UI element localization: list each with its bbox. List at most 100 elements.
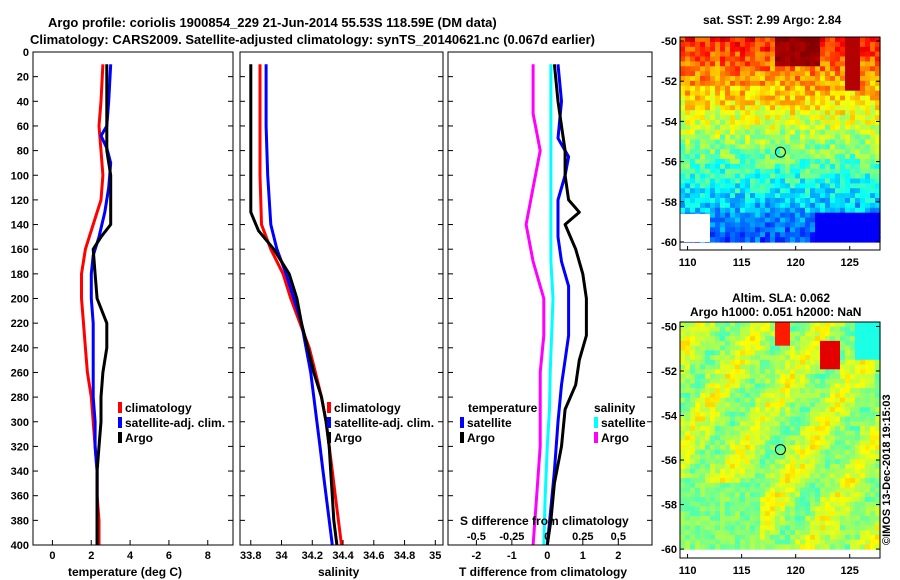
map-cell — [800, 346, 806, 351]
map-cell — [820, 360, 826, 365]
legend-label-t-satellite: satellite — [467, 416, 512, 430]
map-cell — [740, 535, 746, 540]
map-cell — [775, 511, 781, 516]
map-cell — [745, 521, 751, 526]
map-cell — [870, 488, 876, 493]
map-cell — [790, 52, 796, 58]
map-cell — [745, 57, 751, 63]
map-cell — [825, 232, 831, 238]
map-cell — [760, 100, 766, 106]
map-cell — [730, 130, 736, 136]
map-cell — [735, 222, 741, 228]
map-cell — [725, 350, 731, 355]
map-cell — [775, 350, 781, 355]
map-cell — [765, 417, 771, 422]
map-cell — [730, 402, 736, 407]
map-cell — [830, 511, 836, 516]
map-cell — [735, 174, 741, 180]
map-cell — [705, 530, 711, 535]
map-cell — [790, 47, 796, 53]
map-cell — [760, 76, 766, 82]
map-cell — [860, 417, 866, 422]
map-cell — [770, 455, 776, 460]
map-cell — [785, 544, 791, 549]
map-cell — [740, 365, 746, 370]
map-cell — [825, 149, 831, 155]
map-cell — [695, 164, 701, 170]
map-cell — [685, 483, 691, 488]
map-cell — [850, 61, 856, 67]
map-cell — [705, 37, 711, 43]
map-cell — [740, 540, 746, 545]
map-cell — [710, 398, 716, 403]
map-cell — [720, 355, 726, 360]
map-cell — [855, 511, 861, 516]
map-cell — [715, 42, 721, 48]
map-cell — [860, 497, 866, 502]
map-cell — [720, 402, 726, 407]
map-cell — [775, 497, 781, 502]
map-cell — [860, 350, 866, 355]
map-cell — [705, 483, 711, 488]
map-cell — [770, 81, 776, 87]
map-cell — [730, 66, 736, 72]
map-cell — [830, 52, 836, 58]
map-cell — [790, 417, 796, 422]
map-cell — [835, 525, 841, 530]
map-cell — [820, 66, 826, 72]
map-cell — [745, 402, 751, 407]
map-cell — [820, 365, 826, 370]
depth-tick-label: 220 — [11, 318, 29, 330]
map-cell — [715, 488, 721, 493]
map-cell — [750, 183, 756, 189]
map-cell — [745, 535, 751, 540]
map-cell — [690, 144, 696, 150]
map-cell — [795, 431, 801, 436]
map-cell — [810, 91, 816, 97]
map-cell — [845, 436, 851, 441]
map-cell — [825, 502, 831, 507]
map-cell — [705, 507, 711, 512]
map-cell — [680, 183, 686, 189]
map-cell — [830, 327, 836, 332]
map-cell — [755, 492, 761, 497]
map-cell — [805, 208, 811, 214]
map-cell — [715, 459, 721, 464]
map-cell — [730, 96, 736, 102]
map-cell — [790, 86, 796, 92]
map-cell — [795, 492, 801, 497]
map-cell — [785, 91, 791, 97]
map-cell — [825, 159, 831, 165]
map-cell — [695, 445, 701, 450]
map-cell — [770, 459, 776, 464]
map-cell — [815, 179, 821, 185]
map-cell — [800, 198, 806, 204]
map-cell — [730, 174, 736, 180]
map-cell — [795, 140, 801, 146]
map-cell — [820, 149, 826, 155]
map-cell — [820, 516, 826, 521]
map-cell — [690, 431, 696, 436]
map-cell — [695, 421, 701, 426]
map-cell — [835, 135, 841, 141]
map-cell — [705, 327, 711, 332]
map-cell — [850, 81, 856, 87]
map-cell — [780, 464, 786, 469]
map-cell — [860, 188, 866, 194]
map-cell — [805, 398, 811, 403]
map-cell — [770, 336, 776, 341]
map-cell — [800, 61, 806, 67]
map-cell — [745, 322, 751, 327]
map-cell — [690, 360, 696, 365]
map-cell — [705, 492, 711, 497]
map-cell — [815, 393, 821, 398]
map-cell — [840, 507, 846, 512]
map-cell — [765, 393, 771, 398]
map-cell — [695, 341, 701, 346]
map-cell — [755, 203, 761, 209]
map-cell — [785, 208, 791, 214]
map-cell — [695, 57, 701, 63]
x-tick-label: 2 — [615, 550, 621, 562]
map-cell — [690, 521, 696, 526]
map-cell — [725, 47, 731, 53]
